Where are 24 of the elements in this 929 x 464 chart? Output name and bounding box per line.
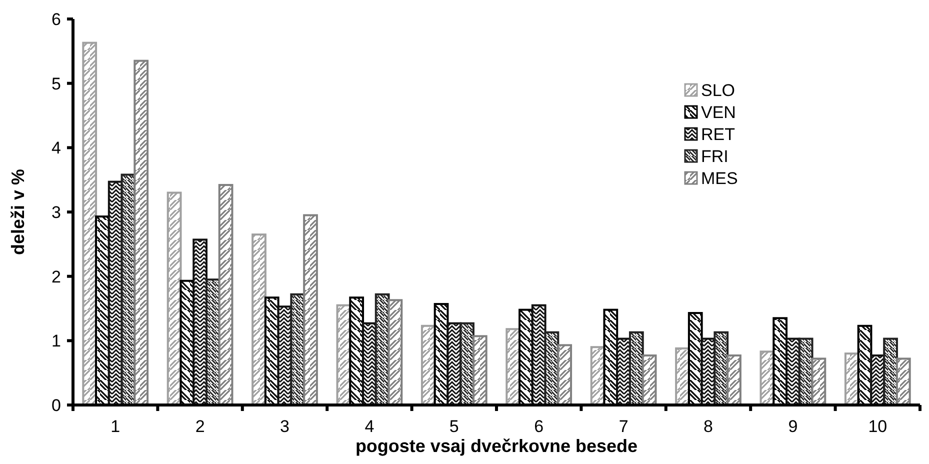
y-tick-label: 6: [52, 10, 61, 29]
x-tick-label: 8: [704, 417, 713, 436]
y-tick-label: 2: [52, 267, 61, 286]
x-tick-label: 2: [195, 417, 205, 436]
legend-label: RET: [701, 124, 735, 144]
legend-label: MES: [701, 168, 738, 188]
legend-label: SLO: [701, 80, 736, 100]
y-tick-label: 1: [52, 332, 61, 351]
y-tick-label: 3: [52, 202, 61, 222]
x-axis-title: pogoste vsaj dvečrkovne besede: [355, 436, 638, 456]
y-axis-title: deleži v %: [8, 168, 28, 256]
x-tick-label: 7: [618, 417, 628, 436]
x-tick-label: 6: [534, 417, 544, 436]
x-tick-label: 9: [788, 417, 798, 436]
x-tick-label: 1: [110, 417, 120, 436]
legend-label: FRI: [701, 146, 728, 166]
y-tick-label: 5: [52, 74, 61, 94]
legend-label: VEN: [701, 102, 736, 122]
y-tick-label: 0: [52, 396, 61, 415]
y-tick-label: 4: [52, 138, 61, 158]
x-tick-label: 3: [280, 417, 290, 436]
x-tick-label: 10: [868, 417, 888, 436]
x-tick-label: 4: [364, 417, 374, 436]
x-tick-label: 5: [449, 417, 459, 436]
